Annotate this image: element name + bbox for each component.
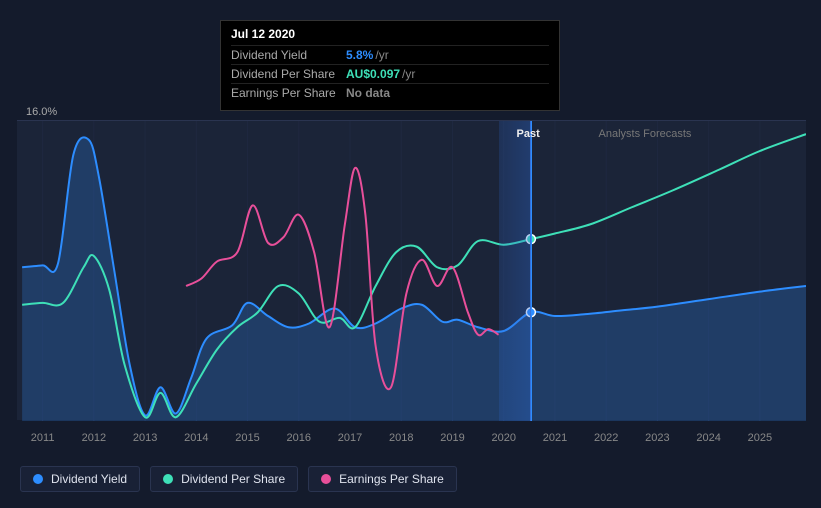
- legend-label: Dividend Yield: [51, 472, 127, 486]
- y-axis-max-label: 16.0%: [26, 106, 57, 118]
- x-tick: 2022: [594, 432, 618, 444]
- x-tick: 2015: [235, 432, 259, 444]
- tooltip-row-value: AU$0.097/yr: [346, 67, 415, 81]
- tooltip-row-value: 5.8%/yr: [346, 48, 389, 62]
- chart-legend: Dividend Yield Dividend Per Share Earnin…: [20, 466, 457, 492]
- band-labels: Past: [517, 128, 540, 140]
- past-label: Past: [517, 128, 540, 140]
- x-tick: 2012: [82, 432, 106, 444]
- dividend-chart: Jul 12 2020 Dividend Yield 5.8%/yr Divid…: [0, 0, 821, 508]
- x-tick: 2018: [389, 432, 413, 444]
- x-tick: 2017: [338, 432, 362, 444]
- legend-item-dividend-per-share[interactable]: Dividend Per Share: [150, 466, 298, 492]
- legend-swatch: [321, 474, 331, 484]
- legend-swatch: [163, 474, 173, 484]
- x-tick: 2020: [491, 432, 515, 444]
- x-tick: 2011: [31, 432, 55, 444]
- x-tick: 2023: [645, 432, 669, 444]
- hover-scanline: [531, 121, 532, 421]
- x-tick: 2021: [543, 432, 567, 444]
- tooltip-row: Dividend Per Share AU$0.097/yr: [231, 64, 549, 83]
- legend-swatch: [33, 474, 43, 484]
- legend-label: Earnings Per Share: [339, 472, 444, 486]
- x-tick: 2024: [696, 432, 720, 444]
- x-tick: 2025: [748, 432, 772, 444]
- tooltip-row-label: Earnings Per Share: [231, 86, 346, 100]
- tooltip-row-label: Dividend Yield: [231, 48, 346, 62]
- tooltip-row-value: No data: [346, 86, 392, 100]
- legend-item-dividend-yield[interactable]: Dividend Yield: [20, 466, 140, 492]
- tooltip-row: Dividend Yield 5.8%/yr: [231, 45, 549, 64]
- x-tick: 2016: [287, 432, 311, 444]
- legend-label: Dividend Per Share: [181, 472, 285, 486]
- x-tick: 2014: [184, 432, 208, 444]
- legend-item-earnings-per-share[interactable]: Earnings Per Share: [308, 466, 457, 492]
- x-axis: 2011 2012 2013 2014 2015 2016 2017 2018 2019 2020…: [17, 432, 806, 448]
- x-tick: 2019: [440, 432, 464, 444]
- tooltip-date: Jul 12 2020: [231, 27, 549, 41]
- x-tick: 2013: [133, 432, 157, 444]
- past-highlight-band: [499, 121, 531, 421]
- chart-tooltip: Jul 12 2020 Dividend Yield 5.8%/yr Divid…: [220, 20, 560, 111]
- tooltip-row-label: Dividend Per Share: [231, 67, 346, 81]
- chart-svg: [17, 121, 806, 421]
- tooltip-row: Earnings Per Share No data: [231, 83, 549, 102]
- forecast-label: Analysts Forecasts: [599, 128, 692, 140]
- plot-area[interactable]: [17, 120, 806, 420]
- band-labels: Analysts Forecasts: [599, 128, 692, 140]
